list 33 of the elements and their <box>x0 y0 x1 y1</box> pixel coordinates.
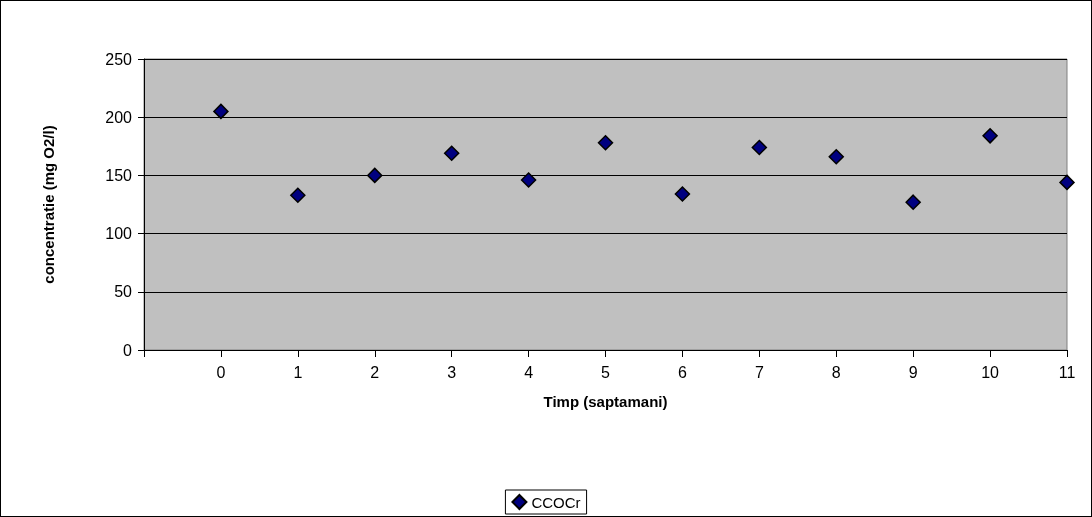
x-tick-label: 2 <box>370 363 380 381</box>
point <box>751 139 768 156</box>
x-tick-label: 8 <box>831 363 841 381</box>
x-tick-label: 7 <box>754 363 764 381</box>
x-tick-label: 4 <box>524 363 534 381</box>
point <box>443 145 460 162</box>
y-tick-label: 200 <box>105 108 133 126</box>
y-axis-title: concentratie (mg O2/l) <box>40 125 57 284</box>
point <box>828 149 844 165</box>
y-tick-label: 0 <box>123 341 133 359</box>
x-tick-label: 1 <box>293 363 303 381</box>
legend-label: CCOCr <box>531 493 581 511</box>
x-tick-label: 3 <box>447 363 457 381</box>
point <box>367 167 383 184</box>
point <box>674 186 691 202</box>
point <box>520 172 537 188</box>
point <box>905 194 921 210</box>
point <box>290 187 306 203</box>
point <box>213 103 229 120</box>
x-tick-label: 0 <box>216 363 226 381</box>
y-tick-label: 150 <box>105 166 133 184</box>
y-tick-label: 250 <box>105 50 133 68</box>
x-tick-label: 9 <box>908 363 918 381</box>
point <box>982 128 998 144</box>
x-tick-label: 11 <box>1058 363 1076 381</box>
y-tick-label: 50 <box>114 283 133 301</box>
x-tick-label: 5 <box>601 363 611 381</box>
x-tick-label: 10 <box>981 363 1000 381</box>
point <box>597 135 614 151</box>
y-tick-label: 100 <box>105 225 133 243</box>
x-tick-label: 6 <box>677 363 687 381</box>
x-axis-title: Timp (saptamani) <box>543 393 668 410</box>
point <box>1059 174 1075 191</box>
